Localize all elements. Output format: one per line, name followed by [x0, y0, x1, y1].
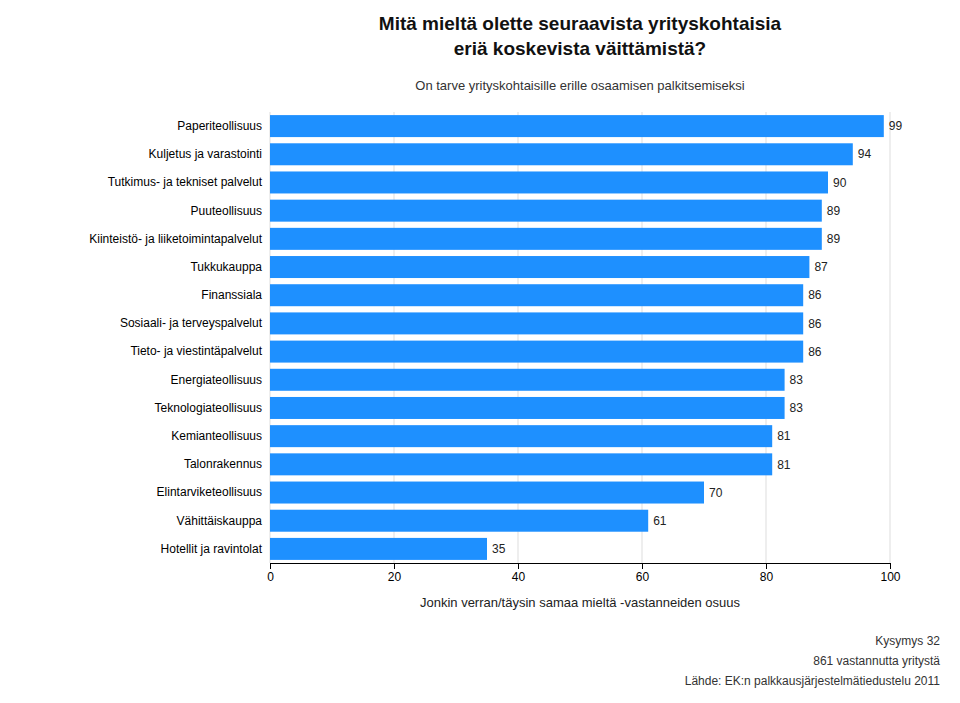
y-tick: Teknologiateollisuus — [155, 401, 262, 415]
footnote: Lähde: EK:n palkkausjärjestelmätiedustel… — [685, 674, 941, 688]
title: eriä koskevista väittämistä? — [454, 38, 706, 59]
data-labels: 99 94 90 89 89 87 86 86 86 83 83 81 81 70 61 35 — [492, 119, 902, 556]
bar — [270, 425, 772, 447]
bars — [270, 115, 884, 560]
x-tick-label: 60 — [636, 570, 650, 584]
y-tick-label: Tukkukauppa — [190, 260, 262, 274]
x-axis-line — [271, 564, 891, 570]
data-label: 83 — [790, 373, 804, 387]
grid — [270, 112, 890, 563]
bar — [270, 312, 803, 334]
y-tick-label: Kiinteistö- ja liiketoimintapalvelut — [89, 232, 262, 246]
bar — [270, 482, 704, 504]
y-tick-label: Tieto- ja viestintäpalvelut — [130, 344, 262, 358]
y-tick: Finanssiala — [201, 288, 262, 302]
data-label: 81 — [777, 458, 791, 472]
grid-line — [890, 112, 891, 563]
y-tick: Talonrakennus — [184, 457, 262, 471]
y-tick: Tukkukauppa — [190, 260, 262, 274]
x-tick-label: 100 — [880, 570, 900, 584]
x-axis: 0 20 40 60 80 100 — [267, 563, 901, 584]
x-tick-label: 80 — [760, 570, 774, 584]
y-tick-label: Elintarviketeollisuus — [157, 485, 262, 499]
data-label: 61 — [653, 514, 667, 528]
data-label: 86 — [808, 288, 822, 302]
y-tick: Vähittäiskauppa — [177, 514, 263, 528]
y-tick: Kiinteistö- ja liiketoimintapalvelut — [89, 232, 262, 246]
bar — [270, 171, 828, 193]
data-label: 83 — [790, 401, 804, 415]
data-label: 94 — [858, 147, 872, 161]
y-tick-label: Talonrakennus — [184, 457, 262, 471]
y-tick-label: Kemianteollisuus — [171, 429, 262, 443]
x-tick-mark — [270, 563, 271, 569]
x-tick: 60 — [636, 563, 650, 584]
data-label: 99 — [889, 119, 903, 133]
y-tick: Kemianteollisuus — [171, 429, 262, 443]
y-tick: Paperiteollisuus — [177, 119, 262, 133]
bar — [270, 538, 487, 560]
x-tick: 20 — [388, 563, 402, 584]
x-tick-mark — [890, 563, 891, 569]
data-label: 81 — [777, 429, 791, 443]
data-label: 89 — [827, 232, 841, 246]
y-tick: Elintarviketeollisuus — [157, 485, 262, 499]
y-tick-label: Puuteollisuus — [191, 203, 262, 217]
y-axis: Paperiteollisuus Kuljetus ja varastointi T… — [89, 119, 262, 556]
x-tick: 40 — [512, 563, 526, 584]
bar — [270, 510, 648, 532]
footnote: 861 vastannutta yritystä — [813, 654, 940, 668]
bar — [270, 453, 772, 475]
data-label: 90 — [833, 176, 847, 190]
y-tick: Tieto- ja viestintäpalvelut — [130, 344, 262, 358]
bar — [270, 256, 809, 278]
bar — [270, 369, 785, 391]
x-axis-title: Jonkin verran/täysin samaa mieltä -vasta… — [420, 595, 741, 610]
y-tick: Hotellit ja ravintolat — [161, 542, 263, 556]
data-label: 70 — [709, 486, 723, 500]
y-tick-label: Tutkimus- ja tekniset palvelut — [108, 175, 263, 189]
data-label: 35 — [492, 542, 506, 556]
x-tick: 80 — [760, 563, 774, 584]
x-tick-mark — [394, 563, 395, 569]
plot-area: 99 94 90 89 89 87 86 86 86 83 83 81 81 70 61 35 0 20 40 60 8… — [89, 112, 902, 584]
footnote: Kysymys 32 — [875, 634, 940, 648]
data-label: 86 — [808, 317, 822, 331]
x-tick-mark — [766, 563, 767, 569]
bar — [270, 341, 803, 363]
y-tick: Puuteollisuus — [191, 203, 262, 217]
y-tick-label: Paperiteollisuus — [177, 119, 262, 133]
y-tick-label: Kuljetus ja varastointi — [149, 147, 262, 161]
y-tick: Sosiaali- ja terveyspalvelut — [120, 316, 263, 330]
x-tick: 100 — [880, 563, 900, 584]
bar — [270, 284, 803, 306]
bar — [270, 143, 853, 165]
y-tick-label: Vähittäiskauppa — [177, 514, 263, 528]
y-tick: Energiateollisuus — [171, 373, 262, 387]
x-tick-label: 20 — [388, 570, 402, 584]
x-tick-mark — [642, 563, 643, 569]
y-tick-label: Finanssiala — [201, 288, 262, 302]
y-tick: Kuljetus ja varastointi — [149, 147, 262, 161]
y-tick-label: Teknologiateollisuus — [155, 401, 262, 415]
bar — [270, 200, 822, 222]
bar — [270, 397, 785, 419]
chart-container: 99 94 90 89 89 87 86 86 86 83 83 81 81 70 61 35 0 20 40 60 8… — [0, 0, 960, 703]
y-tick: Tutkimus- ja tekniset palvelut — [108, 175, 263, 189]
bar — [270, 115, 884, 137]
y-tick-label: Energiateollisuus — [171, 373, 262, 387]
subtitle: On tarve yrityskohtaisille erille osaami… — [415, 78, 745, 93]
bar — [270, 228, 822, 250]
x-tick: 0 — [267, 563, 274, 584]
data-label: 89 — [827, 204, 841, 218]
x-tick-mark — [518, 563, 519, 569]
chart-svg: 99 94 90 89 89 87 86 86 86 83 83 81 81 70 61 35 0 20 40 60 8… — [0, 0, 960, 703]
x-tick-label: 40 — [512, 570, 526, 584]
data-label: 87 — [814, 260, 828, 274]
y-tick-label: Hotellit ja ravintolat — [161, 542, 263, 556]
x-tick-label: 0 — [267, 570, 274, 584]
y-tick-label: Sosiaali- ja terveyspalvelut — [120, 316, 263, 330]
title: Mitä mieltä olette seuraavista yrityskoh… — [379, 13, 782, 34]
data-label: 86 — [808, 345, 822, 359]
